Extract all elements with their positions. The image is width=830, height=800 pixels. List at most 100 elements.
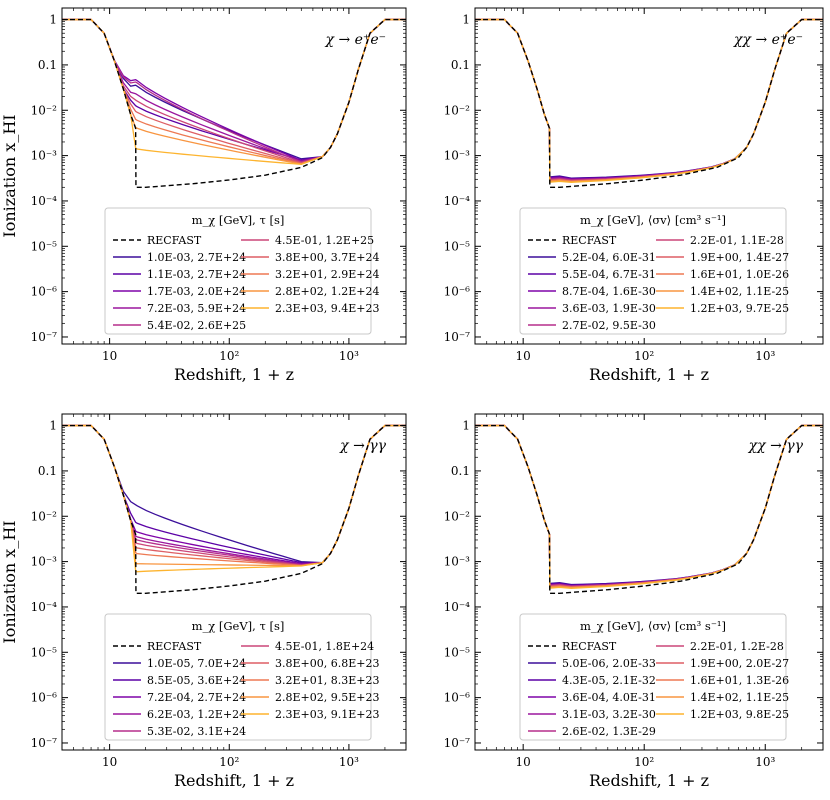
x-tick-label: 10³ bbox=[755, 349, 775, 363]
axes-frame bbox=[61, 7, 407, 345]
legend-label: 1.2E+03, 9.7E-25 bbox=[690, 302, 789, 315]
y-tick-label: 10⁻⁶ bbox=[31, 285, 58, 299]
legend-label: 3.2E+01, 8.3E+23 bbox=[275, 674, 379, 687]
legend-box bbox=[519, 613, 787, 741]
x-tick-label: 10³ bbox=[339, 349, 359, 363]
y-tick-label: 0.1 bbox=[38, 464, 57, 478]
channel-annotation: χχ → e⁺e⁻ bbox=[733, 32, 803, 48]
legend-label: 3.2E+01, 2.9E+24 bbox=[275, 268, 379, 281]
y-tick-label: 10⁻⁵ bbox=[31, 645, 58, 659]
legend-title: m_χ [GeV], ⟨σv⟩ [cm³ s⁻¹] bbox=[580, 213, 726, 227]
y-tick-label: 1 bbox=[462, 13, 470, 27]
legend-label: 2.8E+02, 1.2E+24 bbox=[275, 285, 379, 298]
y-tick-label: 10⁻³ bbox=[31, 149, 58, 163]
y-tick-label: 10⁻² bbox=[31, 103, 58, 117]
legend-label: 3.8E+00, 6.8E+23 bbox=[275, 657, 379, 670]
legend-label: 8.5E-05, 3.6E+24 bbox=[147, 674, 246, 687]
y-tick-label: 10⁻⁶ bbox=[444, 285, 471, 299]
legend-label: 5.0E-06, 2.0E-33 bbox=[562, 657, 656, 670]
y-tick-label: 10⁻⁴ bbox=[444, 194, 471, 208]
channel-annotation: χ → γγ bbox=[339, 438, 386, 454]
x-tick-label: 10² bbox=[634, 755, 654, 769]
panel-bottom-right: 1 0.1 10⁻² 10⁻³ 10⁻⁴ 10⁻⁵ 10⁻⁶ 10⁻⁷ 10 10² 10³ Reds… bbox=[444, 413, 824, 790]
x-tick-label: 10² bbox=[634, 349, 654, 363]
legend-label: 1.9E+00, 1.4E-27 bbox=[690, 251, 789, 264]
legend-label: 2.3E+03, 9.4E+23 bbox=[275, 302, 379, 315]
legend: m_χ [GeV], ⟨σv⟩ [cm³ s⁻¹] RECFAST 5.2E-04,… bbox=[519, 207, 789, 335]
legend-label: 2.7E-02, 9.5E-30 bbox=[562, 319, 656, 332]
x-tick-label: 10 bbox=[516, 755, 531, 769]
x-tick-label: 10 bbox=[102, 755, 117, 769]
legend-label: 1.4E+02, 1.1E-25 bbox=[690, 691, 789, 704]
legend-label: 2.8E+02, 9.5E+23 bbox=[275, 691, 379, 704]
y-axis-label: Ionization x_HI bbox=[0, 114, 19, 237]
y-tick-label: 10⁻⁵ bbox=[31, 239, 58, 253]
y-tick-label: 10⁻⁴ bbox=[31, 194, 58, 208]
legend-label: 7.2E-03, 5.9E+24 bbox=[147, 302, 246, 315]
y-tick-label: 10⁻⁷ bbox=[444, 330, 471, 344]
y-tick-label: 10⁻⁷ bbox=[31, 330, 58, 344]
y-tick-label: 10⁻³ bbox=[444, 149, 471, 163]
y-tick-label: 10⁻⁵ bbox=[444, 239, 471, 253]
y-tick-label: 10⁻⁴ bbox=[31, 600, 58, 614]
legend-label: 1.7E-03, 2.0E+24 bbox=[147, 285, 246, 298]
axes-frame bbox=[474, 413, 824, 751]
legend-label-recfast: RECFAST bbox=[562, 234, 617, 247]
axes-frame bbox=[61, 413, 407, 751]
y-axis-label: Ionization x_HI bbox=[0, 520, 19, 643]
y-tick-label: 10⁻⁶ bbox=[444, 691, 471, 705]
recfast-line bbox=[475, 424, 823, 594]
plot-area bbox=[62, 424, 406, 594]
plot-area bbox=[62, 18, 406, 189]
channel-annotation: χχ → γγ bbox=[748, 438, 804, 454]
x-tick-label: 10³ bbox=[339, 755, 359, 769]
legend-label: 7.2E-04, 2.7E+24 bbox=[147, 691, 246, 704]
legend-label: 4.5E-01, 1.8E+24 bbox=[275, 640, 374, 653]
legend-label: 5.3E-02, 3.1E+24 bbox=[147, 725, 246, 738]
plot-area bbox=[475, 18, 823, 189]
y-tick-label: 10⁻² bbox=[444, 103, 471, 117]
legend-box bbox=[104, 613, 372, 741]
x-axis-label: Redshift, 1 + z bbox=[174, 771, 294, 790]
legend-label: 2.2E-01, 1.1E-28 bbox=[690, 234, 784, 247]
y-tick-label: 10⁻³ bbox=[31, 555, 58, 569]
legend-title: m_χ [GeV], τ [s] bbox=[192, 213, 285, 227]
x-axis-label: Redshift, 1 + z bbox=[174, 365, 294, 384]
channel-annotation: χ → e⁺e⁻ bbox=[325, 32, 386, 48]
panel-top-left: 1 0.1 10⁻² 10⁻³ 10⁻⁴ 10⁻⁵ 10⁻⁶ 10⁻⁷ 10 10² 10³ Reds… bbox=[0, 7, 407, 384]
y-tick-label: 0.1 bbox=[451, 464, 470, 478]
x-axis-label: Redshift, 1 + z bbox=[589, 365, 709, 384]
legend-label: 3.1E-03, 3.2E-30 bbox=[562, 708, 656, 721]
y-tick-label: 10⁻⁴ bbox=[444, 600, 471, 614]
legend-label: 1.4E+02, 1.1E-25 bbox=[690, 285, 789, 298]
legend-label: 2.3E+03, 9.1E+23 bbox=[275, 708, 379, 721]
legend-label: 1.9E+00, 2.0E-27 bbox=[690, 657, 789, 670]
plot-area bbox=[475, 424, 823, 594]
y-tick-label: 10⁻² bbox=[444, 509, 471, 523]
legend-label: 3.8E+00, 3.7E+24 bbox=[275, 251, 379, 264]
legend-title: m_χ [GeV], τ [s] bbox=[192, 619, 285, 633]
legend-label: 1.1E-03, 2.7E+24 bbox=[147, 268, 246, 281]
y-tick-label: 10⁻⁶ bbox=[31, 691, 58, 705]
x-tick-label: 10 bbox=[516, 349, 531, 363]
legend-label: 2.6E-02, 1.3E-29 bbox=[562, 725, 656, 738]
y-tick-label: 1 bbox=[49, 419, 57, 433]
x-tick-label: 10³ bbox=[755, 755, 775, 769]
legend-label: 5.2E-04, 6.0E-31 bbox=[562, 251, 656, 264]
legend-label: 1.0E-05, 7.0E+24 bbox=[147, 657, 246, 670]
y-tick-label: 10⁻⁷ bbox=[31, 736, 58, 750]
legend-label: 8.7E-04, 1.6E-30 bbox=[562, 285, 656, 298]
x-tick-label: 10² bbox=[219, 349, 239, 363]
y-tick-label: 10⁻⁵ bbox=[444, 645, 471, 659]
legend-label: 3.6E-03, 1.9E-30 bbox=[562, 302, 656, 315]
y-tick-label: 10⁻⁷ bbox=[444, 736, 471, 750]
x-tick-label: 10² bbox=[219, 755, 239, 769]
y-tick-label: 10⁻³ bbox=[444, 555, 471, 569]
x-axis-label: Redshift, 1 + z bbox=[589, 771, 709, 790]
legend-label: 2.2E-01, 1.2E-28 bbox=[690, 640, 784, 653]
legend-label: 6.2E-03, 1.2E+24 bbox=[147, 708, 246, 721]
legend-label: 1.2E+03, 9.8E-25 bbox=[690, 708, 789, 721]
legend-box bbox=[519, 207, 787, 335]
axes-frame bbox=[474, 7, 824, 345]
recfast-line bbox=[475, 18, 823, 189]
